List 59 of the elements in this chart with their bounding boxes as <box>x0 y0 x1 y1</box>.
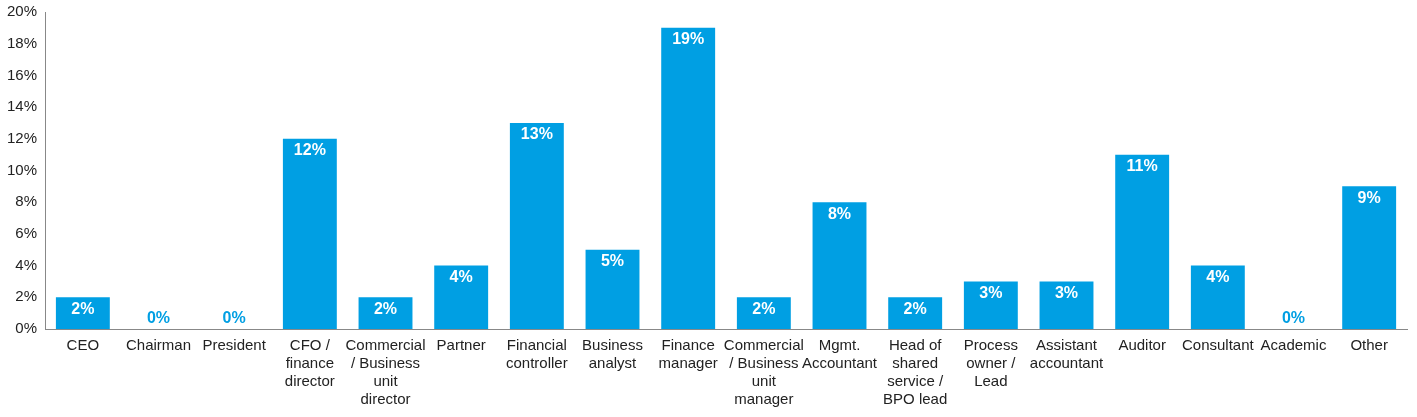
x-tick-label: Consultant <box>1181 336 1255 354</box>
x-tick-label: Commercial / Business unit director <box>345 336 426 408</box>
y-tick-label: 18% <box>6 33 38 51</box>
y-tick-label: 16% <box>6 65 38 83</box>
x-tick-label: Financial controller <box>506 336 568 372</box>
x-tick-label: CEO <box>66 336 100 354</box>
x-tick-label: Other <box>1350 336 1388 354</box>
data-label: 8% <box>827 204 852 222</box>
data-label: 11% <box>1126 157 1158 175</box>
data-label: 0% <box>1281 309 1306 327</box>
y-tick-label: 10% <box>6 160 38 178</box>
x-tick-label: Finance manager <box>658 336 718 372</box>
y-tick-label: 6% <box>15 224 38 242</box>
data-label: 2% <box>903 299 927 317</box>
data-label: 13% <box>520 125 553 143</box>
data-label: 4% <box>1206 268 1230 286</box>
data-label: 19% <box>672 30 705 48</box>
data-label: 5% <box>600 252 625 270</box>
x-tick-label: Academic <box>1260 336 1327 354</box>
y-tick-label: 8% <box>15 192 38 210</box>
bar <box>1115 154 1170 329</box>
x-tick-label: Auditor <box>1118 336 1166 354</box>
y-tick-label: 14% <box>6 97 38 115</box>
data-label: 0% <box>146 309 171 327</box>
bar <box>509 122 564 329</box>
bar <box>1342 186 1397 329</box>
data-label: 0% <box>222 309 246 327</box>
x-tick-label: Chairman <box>126 336 192 354</box>
bar <box>812 202 867 329</box>
bar <box>736 297 791 329</box>
y-tick-label: 0% <box>15 319 38 337</box>
bar <box>888 297 943 329</box>
y-tick-label: 20% <box>6 2 38 20</box>
x-tick-label: Partner <box>436 336 486 354</box>
bar <box>434 265 489 329</box>
bar <box>55 297 110 329</box>
y-tick-label: 2% <box>15 287 38 305</box>
x-tick-label: Process owner / Lead <box>963 336 1018 390</box>
y-tick-label: 4% <box>15 255 38 273</box>
x-tick-label: Assistant accountant <box>1029 336 1105 372</box>
x-tick-label: CFO / finance director <box>284 336 335 390</box>
x-tick-label: Head of shared service / BPO lead <box>883 336 948 408</box>
bar <box>1190 265 1245 329</box>
bar <box>963 281 1018 329</box>
data-label: 2% <box>373 299 398 317</box>
data-label: 9% <box>1357 188 1381 206</box>
bar <box>661 27 716 329</box>
data-label: 4% <box>449 268 473 286</box>
x-tick-label: President <box>202 336 267 354</box>
data-label: 12% <box>293 141 326 159</box>
bar <box>1039 281 1094 329</box>
data-label: 2% <box>752 299 776 317</box>
data-label: 3% <box>979 283 1003 301</box>
data-label: 2% <box>71 299 95 317</box>
bar <box>585 249 640 329</box>
data-label: 3% <box>1054 283 1079 301</box>
bar <box>282 138 337 329</box>
y-tick-label: 12% <box>6 128 38 146</box>
x-tick-label: Business analyst <box>582 336 643 372</box>
